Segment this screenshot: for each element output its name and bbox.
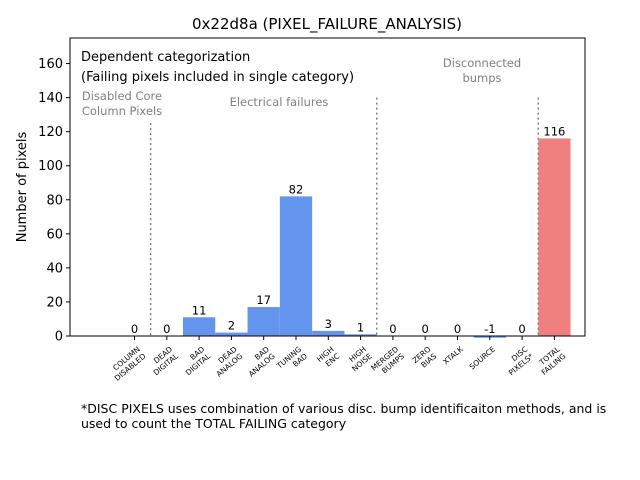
- x-tick-label: HIGHENC: [315, 345, 341, 371]
- bar-value-label: 82: [289, 182, 304, 196]
- y-tick-label: 160: [38, 57, 63, 72]
- bar-value-label: -1: [484, 322, 495, 336]
- y-tick-label: 60: [46, 227, 63, 242]
- bar-value-label: 0: [454, 322, 461, 336]
- group-label: Disabled Core: [82, 89, 162, 103]
- group-label: Disconnected: [443, 56, 521, 70]
- x-tick-label: XTALK: [441, 344, 465, 367]
- bar-value-label: 3: [325, 317, 332, 331]
- bar-value-label: 0: [422, 322, 429, 336]
- x-tick-label: DEADDIGITAL: [146, 344, 181, 377]
- x-tick-label: COLUMNDISABLED: [107, 344, 148, 382]
- x-tick-label: TUNINGBAD: [274, 345, 309, 378]
- y-tick-label: 0: [55, 330, 63, 345]
- footnote-line-2: used to count the TOTAL FAILING category: [81, 416, 347, 431]
- x-tick-label: BADANALOG: [241, 345, 277, 379]
- bar-value-label: 116: [543, 124, 565, 138]
- y-tick-label: 140: [38, 91, 63, 106]
- bar: [344, 334, 377, 336]
- bar-value-label: 17: [256, 293, 271, 307]
- group-label: bumps: [462, 71, 501, 85]
- annotation-text: (Failing pixels included in single categ…: [81, 70, 354, 85]
- footnote-line-1: *DISC PIXELS uses combination of various…: [81, 401, 607, 416]
- bar: [312, 330, 345, 336]
- group-label: Electrical failures: [230, 95, 329, 109]
- bar-value-label: 0: [389, 322, 396, 336]
- bar: [538, 138, 571, 336]
- y-tick-label: 120: [38, 125, 63, 140]
- x-tick-label: DISCPIXELS*: [501, 344, 535, 377]
- x-tick-label: HIGHNOISE: [344, 344, 374, 373]
- x-tick-label: TOTALFAILING: [534, 344, 568, 377]
- bar-value-label: 0: [163, 322, 170, 336]
- x-tick-label: ZEROBIAS: [411, 344, 439, 371]
- x-tick-label: DEADANALOG: [209, 344, 245, 378]
- bar-value-label: 11: [192, 303, 207, 317]
- bar-value-label: 2: [228, 319, 235, 333]
- chart-title: 0x22d8a (PIXEL_FAILURE_ANALYSIS): [192, 15, 462, 34]
- x-tick-label-line: XTALK: [441, 344, 465, 367]
- group-label: Column Pixels: [82, 104, 162, 118]
- bar-value-label: 0: [131, 322, 138, 336]
- bar-value-label: 1: [357, 320, 364, 334]
- bar: [279, 196, 313, 336]
- footnote: *DISC PIXELS uses combination of various…: [81, 401, 621, 431]
- y-tick-label: 80: [46, 193, 63, 208]
- annotation-text: Dependent categorization: [81, 50, 250, 65]
- x-tick-label: SOURCE: [468, 344, 498, 371]
- y-tick-label: 100: [38, 159, 63, 174]
- x-tick-label: BADDIGITAL: [178, 344, 213, 377]
- bar: [182, 317, 216, 336]
- plot-frame: [69, 37, 586, 337]
- y-tick-label: 20: [46, 295, 63, 310]
- x-tick-label-line: SOURCE: [468, 344, 498, 371]
- y-tick-label: 40: [46, 261, 63, 276]
- bar-value-label: 0: [518, 322, 525, 336]
- bar: [215, 332, 248, 336]
- bar: [247, 307, 280, 336]
- y-axis-label: Number of pixels: [15, 131, 30, 242]
- x-tick-label: MERGEDBUMPS: [369, 344, 406, 379]
